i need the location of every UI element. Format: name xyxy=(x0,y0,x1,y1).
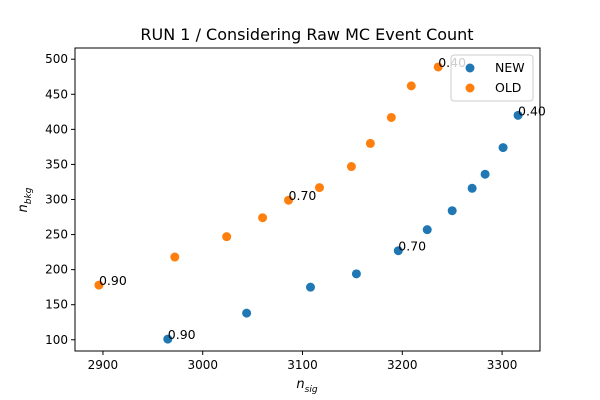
data-point xyxy=(346,162,356,172)
x-tick-label: 3300 xyxy=(487,358,518,372)
data-point xyxy=(467,183,477,193)
data-point xyxy=(305,282,315,292)
point-annotation: 0.40 xyxy=(518,103,546,118)
y-tick-label: 300 xyxy=(45,193,68,207)
legend-label-new: NEW xyxy=(495,60,525,75)
legend: NEW OLD xyxy=(450,54,534,102)
y-tick-label: 250 xyxy=(45,228,68,242)
data-point xyxy=(447,206,457,216)
data-point xyxy=(314,183,324,193)
y-tick-label: 400 xyxy=(45,122,68,136)
legend-label-old: OLD xyxy=(495,80,521,95)
data-points xyxy=(94,62,523,344)
x-axis-label-base: n xyxy=(296,377,304,392)
y-tick-label: 150 xyxy=(45,298,68,312)
y-axis-label-base: n xyxy=(16,204,31,212)
data-point xyxy=(422,225,432,235)
data-point xyxy=(433,62,443,72)
point-annotation: 0.90 xyxy=(168,327,196,342)
data-point xyxy=(284,195,294,205)
y-axis-label-sub: bkg xyxy=(24,187,34,204)
chart-title: RUN 1 / Considering Raw MC Event Count xyxy=(140,25,473,44)
legend-marker-new xyxy=(465,63,475,73)
x-axis-label-sub: sig xyxy=(305,385,318,395)
y-tick-label: 500 xyxy=(45,52,68,66)
y-tick-label: 100 xyxy=(45,333,68,347)
x-tick-label: 3100 xyxy=(287,358,318,372)
data-point xyxy=(242,308,252,318)
x-axis-label: nsig xyxy=(296,377,317,395)
x-tick-label: 2900 xyxy=(88,358,119,372)
y-axis-label: nbkg xyxy=(16,187,34,212)
y-tick-label: 350 xyxy=(45,157,68,171)
data-point xyxy=(365,138,375,148)
data-point xyxy=(222,232,232,242)
data-point xyxy=(393,246,403,256)
data-point xyxy=(94,280,104,290)
data-point xyxy=(258,213,268,223)
data-point xyxy=(406,81,416,91)
data-point xyxy=(351,269,361,279)
data-point xyxy=(386,112,396,122)
series-new xyxy=(163,110,523,344)
series-old xyxy=(94,62,443,290)
y-tick-label: 450 xyxy=(45,87,68,101)
x-axis-ticks: 2900 3000 3100 3200 3300 xyxy=(88,351,518,372)
point-annotation: 0.70 xyxy=(398,239,426,254)
data-point xyxy=(170,252,180,262)
x-tick-label: 3200 xyxy=(387,358,418,372)
y-tick-label: 200 xyxy=(45,263,68,277)
data-point xyxy=(498,143,508,153)
data-point xyxy=(480,169,490,179)
legend-marker-old xyxy=(465,83,475,93)
data-point xyxy=(163,334,173,344)
data-point xyxy=(513,110,523,120)
x-tick-label: 3000 xyxy=(187,358,218,372)
y-axis-ticks: 100 150 200 250 300 350 400 450 500 xyxy=(45,52,75,347)
point-annotation: 0.90 xyxy=(99,273,127,288)
point-annotation: 0.70 xyxy=(289,188,317,203)
